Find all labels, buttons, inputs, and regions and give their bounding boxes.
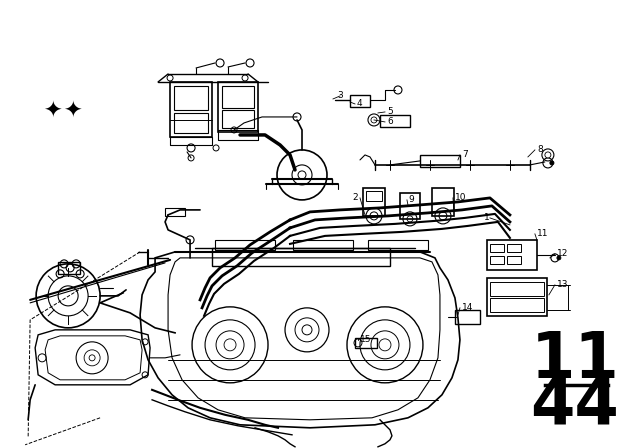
Bar: [368, 240, 428, 250]
Circle shape: [224, 339, 236, 351]
Bar: [366, 191, 382, 201]
Bar: [350, 95, 370, 107]
Text: 5: 5: [387, 108, 393, 116]
Text: 15: 15: [360, 336, 371, 345]
Text: 9: 9: [408, 195, 413, 204]
Bar: [400, 193, 420, 219]
Bar: [222, 86, 254, 108]
Text: 1: 1: [484, 213, 490, 222]
Bar: [455, 310, 480, 324]
Bar: [507, 256, 521, 264]
Bar: [165, 208, 185, 216]
Bar: [490, 256, 504, 264]
Circle shape: [557, 256, 561, 260]
Text: 2: 2: [353, 194, 358, 202]
Text: 12: 12: [557, 250, 568, 258]
Bar: [218, 82, 258, 132]
Bar: [293, 240, 353, 250]
Text: 3: 3: [337, 91, 343, 100]
Circle shape: [545, 152, 551, 158]
Bar: [170, 82, 212, 137]
Bar: [490, 244, 504, 252]
Text: 8: 8: [537, 146, 543, 155]
Bar: [507, 244, 521, 252]
Text: 7: 7: [462, 151, 468, 159]
Circle shape: [298, 171, 306, 179]
Bar: [380, 115, 410, 127]
Text: 11: 11: [537, 229, 548, 238]
Bar: [58, 262, 80, 274]
Bar: [490, 282, 544, 296]
Text: 44: 44: [531, 377, 620, 439]
Bar: [355, 338, 377, 348]
Circle shape: [302, 325, 312, 335]
Text: 6: 6: [387, 117, 393, 126]
Text: 11: 11: [531, 329, 620, 391]
Bar: [363, 188, 385, 216]
Circle shape: [379, 339, 391, 351]
Bar: [487, 278, 547, 316]
Text: 13: 13: [557, 280, 568, 289]
Bar: [222, 110, 254, 128]
Text: 14: 14: [462, 303, 474, 312]
Bar: [174, 86, 208, 110]
Circle shape: [89, 355, 95, 361]
Bar: [432, 188, 454, 216]
Text: 4: 4: [357, 99, 363, 108]
Text: ✦: ✦: [63, 102, 81, 122]
Text: ✦: ✦: [43, 102, 61, 122]
Bar: [215, 240, 275, 250]
Bar: [174, 113, 208, 133]
Circle shape: [550, 161, 554, 165]
Bar: [490, 298, 544, 312]
Bar: [487, 240, 537, 270]
Bar: [420, 155, 460, 167]
Bar: [212, 248, 390, 266]
Text: 10: 10: [455, 194, 467, 202]
